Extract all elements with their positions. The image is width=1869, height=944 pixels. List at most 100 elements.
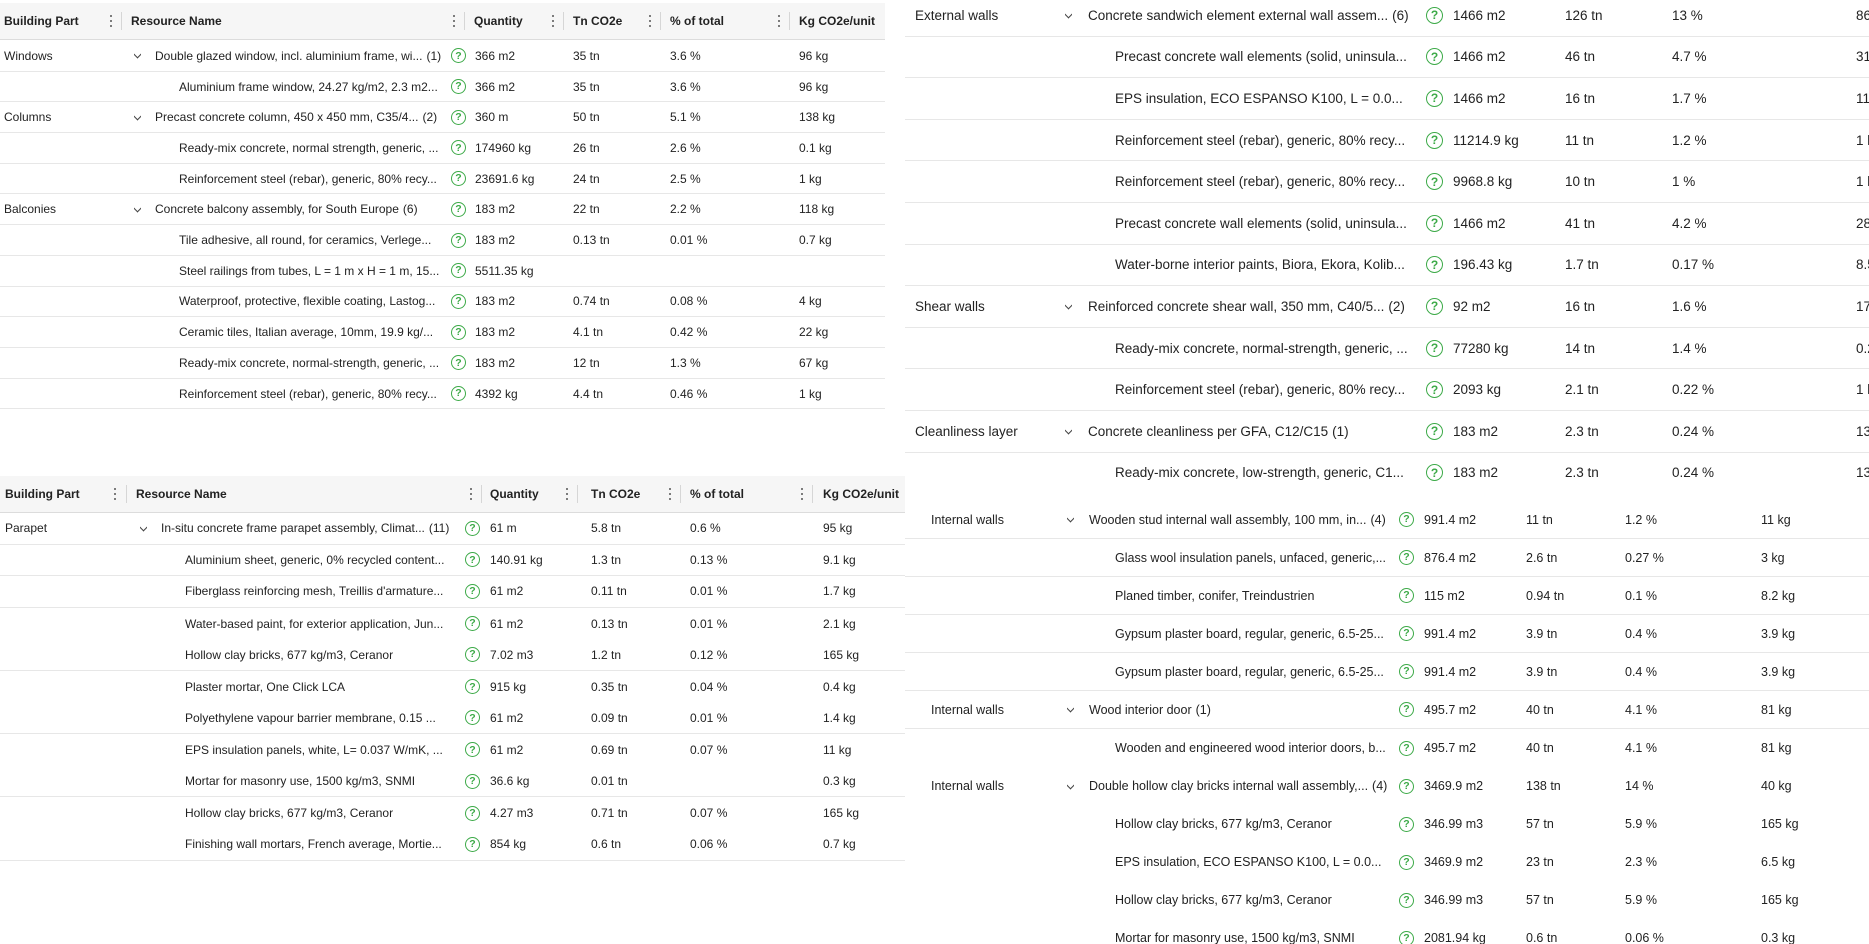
help-icon[interactable]: ? [451,171,466,187]
resource-name[interactable]: Steel railings from tubes, L = 1 m x H =… [179,263,440,278]
help-icon[interactable]: ? [451,201,466,217]
column-menu-icon[interactable] [469,488,473,500]
column-menu-icon[interactable] [668,488,672,500]
table-row[interactable]: Steel railings from tubes, L = 1 m x H =… [0,256,885,287]
group-row[interactable]: Internal walls Double hollow clay bricks … [905,767,1869,805]
group-row[interactable]: Internal walls Wooden stud internal wall … [905,501,1869,539]
chevron-down-icon[interactable] [1065,8,1072,19]
col-header-kg-unit[interactable]: Kg CO2e/unit [823,487,900,501]
expand-toggle[interactable] [1067,501,1074,538]
help-icon[interactable]: ? [1399,626,1414,641]
col-header-pct[interactable]: % of total [670,14,724,28]
resource-name[interactable]: Ready-mix concrete, normal strength, gen… [179,140,439,155]
resource-name[interactable]: Gypsum plaster board, regular, generic, … [1115,664,1384,679]
col-header-resource-name[interactable]: Resource Name [136,487,227,501]
table-row[interactable]: Fiberglass reinforcing mesh, Treillis d'… [0,576,905,608]
table-row[interactable]: Ready-mix concrete, normal-strength, gen… [905,328,1869,370]
help-icon[interactable]: ? [465,583,480,599]
column-divider[interactable] [789,12,790,30]
resource-name[interactable]: In-situ concrete frame parapet assembly,… [161,521,425,536]
resource-name[interactable]: Glass wool insulation panels, unfaced, g… [1115,550,1386,565]
column-menu-icon[interactable] [648,15,652,27]
expand-toggle[interactable] [1067,691,1074,728]
column-menu-icon[interactable] [551,15,555,27]
help-icon[interactable]: ? [1399,816,1414,832]
help-icon[interactable]: ? [1426,339,1443,357]
help-icon[interactable]: ? [451,324,466,340]
chevron-down-icon[interactable] [1065,299,1072,310]
resource-name[interactable]: Wooden and engineered wood interior door… [1115,741,1386,755]
resource-name[interactable]: Precast concrete wall elements (solid, u… [1115,215,1407,231]
help-icon[interactable]: ? [1426,464,1443,482]
group-row[interactable]: Balconies Concrete balcony assembly, for … [0,195,885,226]
expand-toggle[interactable] [1065,411,1072,452]
help-icon[interactable]: ? [1399,740,1414,756]
resource-name[interactable]: Reinforced concrete shear wall, 350 mm, … [1088,298,1385,314]
resource-name[interactable]: Hollow clay bricks, 677 kg/m3, Ceranor [185,806,394,821]
table-row[interactable]: Planed timber, conifer, Treindustrien? 11… [905,577,1869,615]
help-icon[interactable]: ? [451,232,466,248]
help-icon[interactable]: ? [1399,778,1414,794]
help-icon[interactable]: ? [451,386,466,402]
resource-name[interactable]: Finishing wall mortars, French average, … [185,837,442,852]
table-row[interactable]: Aluminium sheet, generic, 0% recycled co… [0,545,905,577]
table-row[interactable]: Water-based paint, for exterior applicat… [0,608,905,640]
col-header-pct[interactable]: % of total [690,487,744,501]
table-row[interactable]: EPS insulation, ECO ESPANSO K100, L = 0.… [905,843,1869,881]
col-header-building-part[interactable]: Building Part [5,487,80,501]
resource-name[interactable]: Mortar for masonry use, 1500 kg/m3, SNMI [185,774,416,789]
resource-name[interactable]: Hollow clay bricks, 677 kg/m3, Ceranor [185,647,394,662]
resource-name[interactable]: Mortar for masonry use, 1500 kg/m3, SNMI [1115,931,1355,944]
resource-name[interactable]: Reinforcement steel (rebar), generic, 80… [1115,174,1406,190]
table-row[interactable]: Ready-mix concrete, normal strength, gen… [0,133,885,164]
group-row[interactable]: Parapet In-situ concrete frame parapet as… [0,513,905,545]
help-icon[interactable]: ? [465,679,480,695]
expand-toggle[interactable] [134,102,141,132]
resource-name[interactable]: Wood interior door [1089,702,1192,717]
resource-name[interactable]: Reinforcement steel (rebar), generic, 80… [1115,132,1406,148]
table-row[interactable]: Hollow clay bricks, 677 kg/m3, Ceranor? 3… [905,805,1869,843]
table-row[interactable]: Tile adhesive, all round, for ceramics, … [0,225,885,256]
column-divider[interactable] [563,12,564,30]
help-icon[interactable]: ? [1399,930,1414,944]
table-row[interactable]: Mortar for masonry use, 1500 kg/m3, SNMI… [0,766,905,798]
col-header-co2[interactable]: Tn CO2e [573,14,623,28]
resource-name[interactable]: Gypsum plaster board, regular, generic, … [1115,626,1384,641]
resource-name[interactable]: Precast concrete wall elements (solid, u… [1115,49,1407,65]
help-icon[interactable]: ? [1426,381,1443,399]
resource-name[interactable]: Concrete sandwich element external wall … [1088,7,1389,23]
help-icon[interactable]: ? [1426,214,1443,232]
table-row[interactable]: Hollow clay bricks, 677 kg/m3, Ceranor? 3… [905,881,1869,919]
table-row[interactable]: Reinforcement steel (rebar), generic, 80… [905,369,1869,411]
resource-name[interactable]: Polyethylene vapour barrier membrane, 0.… [185,710,436,725]
group-row[interactable]: Columns Precast concrete column, 450 x 45… [0,102,885,134]
help-icon[interactable]: ? [1399,588,1414,603]
chevron-down-icon[interactable] [1067,512,1074,523]
chevron-down-icon[interactable] [134,110,141,121]
help-icon[interactable]: ? [1426,131,1443,149]
table-row[interactable]: Glass wool insulation panels, unfaced, g… [905,539,1869,577]
col-header-building-part[interactable]: Building Part [4,14,79,28]
resource-name[interactable]: Ceramic tiles, Italian average, 10mm, 19… [179,325,434,340]
help-icon[interactable]: ? [465,773,480,789]
column-divider[interactable] [121,12,122,30]
table-row[interactable]: Reinforcement steel (rebar), generic, 80… [0,164,885,195]
help-icon[interactable]: ? [1399,702,1414,717]
help-icon[interactable]: ? [1426,48,1443,66]
chevron-down-icon[interactable] [1067,779,1074,789]
table-row[interactable]: Precast concrete wall elements (solid, u… [905,203,1869,245]
help-icon[interactable]: ? [1399,892,1414,908]
column-menu-icon[interactable] [800,488,804,500]
resource-name[interactable]: Reinforcement steel (rebar), generic, 80… [179,171,437,186]
column-menu-icon[interactable] [565,488,569,500]
column-divider[interactable] [464,12,465,30]
help-icon[interactable]: ? [1399,550,1414,565]
resource-name[interactable]: Double hollow clay bricks internal wall … [1089,779,1369,793]
expand-toggle[interactable] [140,513,147,544]
help-icon[interactable]: ? [451,355,466,371]
table-row[interactable]: Gypsum plaster board, regular, generic, … [905,653,1869,691]
table-row[interactable]: Polyethylene vapour barrier membrane, 0.… [0,703,905,735]
help-icon[interactable]: ? [1426,6,1443,24]
help-icon[interactable]: ? [451,109,466,125]
resource-name[interactable]: Precast concrete column, 450 x 450 mm, C… [155,110,419,125]
